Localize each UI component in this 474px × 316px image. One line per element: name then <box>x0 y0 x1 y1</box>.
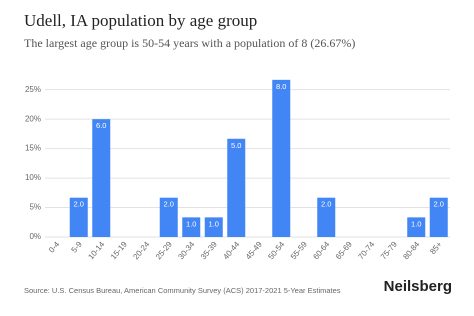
bar <box>429 197 448 237</box>
x-tick-label: 65-69 <box>334 239 354 261</box>
data-label: 5.0 <box>231 141 241 150</box>
brand: Neilsberg <box>384 278 452 295</box>
data-label: 2.0 <box>164 200 174 209</box>
x-tick-label: 85+ <box>428 240 444 256</box>
x-tick-label: 70-74 <box>356 239 376 261</box>
y-tick-label: 0% <box>29 232 41 241</box>
bar <box>69 197 88 237</box>
data-label: 2.0 <box>321 200 331 209</box>
bar <box>92 119 111 237</box>
x-tick-label: 45-49 <box>244 239 264 261</box>
source: Source: U.S. Census Bureau, American Com… <box>24 286 341 295</box>
data-label: 2.0 <box>74 200 84 209</box>
x-tick-label: 80-84 <box>401 239 421 261</box>
x-tick-label: 30-34 <box>176 239 196 261</box>
y-tick-label: 15% <box>25 144 41 153</box>
data-label: 1.0 <box>411 219 421 228</box>
x-tick-label: 25-29 <box>154 239 174 261</box>
x-tick-label: 5-9 <box>70 239 85 254</box>
bar <box>204 217 223 237</box>
x-tick-label: 40-44 <box>221 239 241 261</box>
bar <box>272 79 291 238</box>
chart-title: Udell, IA population by age group <box>24 11 257 30</box>
y-tick-label: 25% <box>25 85 41 94</box>
y-tick-label: 20% <box>25 114 41 123</box>
x-tick-label: 15-19 <box>109 239 129 261</box>
bar <box>407 217 426 237</box>
x-tick-label: 35-39 <box>199 239 219 261</box>
chart-subtitle: The largest age group is 50-54 years wit… <box>24 36 355 50</box>
y-tick-label: 10% <box>25 173 41 182</box>
x-tick-label: 20-24 <box>131 239 151 261</box>
data-label: 2.0 <box>434 200 444 209</box>
x-tick-label: 75-79 <box>379 239 399 261</box>
x-tick-label: 60-64 <box>311 239 331 261</box>
data-label: 1.0 <box>209 219 219 228</box>
bar <box>317 197 336 237</box>
bar <box>182 217 201 237</box>
bar <box>159 197 178 237</box>
data-label: 8.0 <box>276 82 286 91</box>
data-label: 1.0 <box>186 219 196 228</box>
x-tick-label: 55-59 <box>289 239 309 261</box>
data-label: 6.0 <box>96 121 106 130</box>
x-tick-label: 10-14 <box>86 239 106 261</box>
y-tick-label: 5% <box>29 203 41 212</box>
x-tick-label: 50-54 <box>266 239 286 261</box>
bar <box>227 138 246 237</box>
x-tick-label: 0-4 <box>47 239 62 254</box>
